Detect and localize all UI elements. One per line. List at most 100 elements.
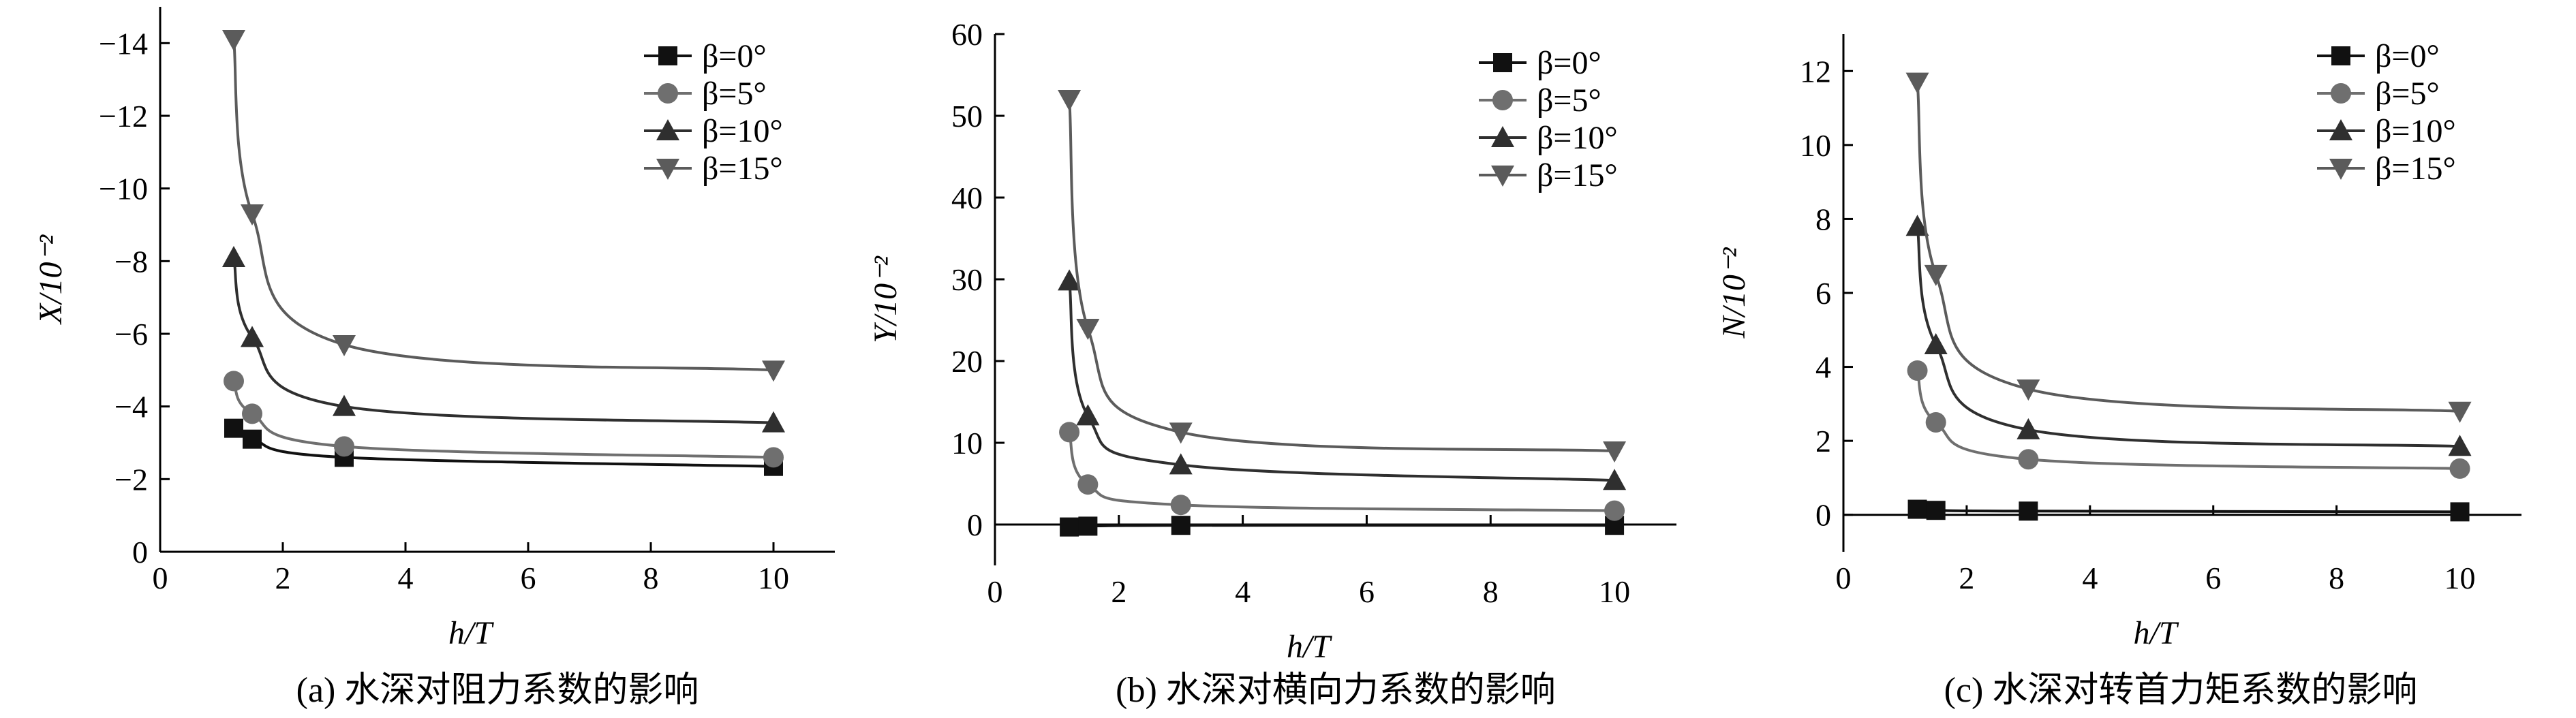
data-point: [2019, 501, 2038, 521]
x-tick-label: 0: [1836, 561, 1852, 595]
data-point: [2449, 458, 2470, 479]
chart-caption: (a) 水深对阻力系数的影响: [296, 671, 699, 710]
data-point: [1603, 441, 1627, 463]
legend-label: β=5°: [702, 76, 767, 112]
data-point: [1907, 499, 1927, 519]
x-axis-title: h/T: [1287, 629, 1332, 665]
x-tick-label: 10: [758, 561, 789, 595]
data-point: [1076, 404, 1100, 426]
x-tick-label: 8: [643, 561, 659, 595]
data-point: [2448, 435, 2472, 456]
legend-label: β=15°: [2375, 151, 2456, 187]
y-tick-label: −8: [114, 244, 148, 279]
legend-marker: [658, 83, 678, 104]
data-point: [1926, 501, 1946, 520]
chart-b: 0 2 4 6 8 10 0 10 20 30 40 50 60 h/T Y/10⁻² (b) 水深对横向力系…: [868, 17, 1676, 710]
x-tick-label: 2: [1111, 574, 1126, 609]
series-line: [1916, 225, 2460, 448]
legend-label: β=10°: [2375, 113, 2456, 149]
series-line: [232, 426, 774, 468]
legend-label: β=15°: [702, 151, 783, 187]
legend-label: β=5°: [1537, 82, 1601, 119]
data-point: [1170, 495, 1191, 516]
y-tick-label: 20: [951, 344, 983, 379]
chart-a: 0 2 4 6 8 10 0 −2 −4 −6 −8 −10 −12 −14 h/T X/10⁻² (a) 水深…: [33, 7, 835, 710]
series-line: [1917, 508, 2460, 514]
data-point: [222, 30, 245, 51]
y-tick-label: 50: [951, 99, 983, 134]
data-point: [1907, 360, 1928, 381]
series-line: [1068, 431, 1615, 512]
data-point: [1924, 333, 1948, 354]
y-tick-label: 2: [1815, 424, 1831, 458]
y-tick-label: −10: [99, 172, 148, 206]
data-point: [2017, 418, 2040, 439]
data-point: [1059, 422, 1080, 443]
legend-marker: [2331, 83, 2351, 104]
x-tick-label: 6: [521, 561, 536, 595]
data-point: [241, 326, 264, 347]
data-point: [333, 335, 356, 356]
y-tick-label: −12: [99, 99, 148, 134]
legend-marker: [658, 46, 677, 65]
data-point: [2448, 401, 2472, 423]
series-line: [232, 39, 774, 372]
legend-label: β=10°: [1537, 120, 1618, 156]
x-tick-label: 2: [1959, 561, 1974, 595]
data-point: [1603, 469, 1627, 490]
x-tick-label: 10: [1599, 574, 1630, 609]
data-point: [2450, 502, 2470, 522]
x-tick-label: 0: [153, 561, 168, 595]
data-point: [1078, 516, 1098, 536]
y-tick-label: −14: [99, 26, 148, 61]
legend-marker: [2329, 119, 2352, 140]
data-point: [1604, 500, 1625, 521]
chart-caption: (b) 水深对横向力系数的影响: [1116, 671, 1556, 710]
y-axis-title: Y/10⁻²: [868, 255, 904, 343]
x-tick-label: 0: [987, 574, 1003, 609]
legend-label: β=0°: [1537, 45, 1601, 81]
data-point: [1060, 517, 1079, 537]
series-line: [232, 380, 774, 459]
data-point: [1905, 215, 1929, 236]
data-point: [242, 403, 262, 424]
x-axis-title: h/T: [448, 615, 494, 651]
x-tick-label: 8: [1483, 574, 1499, 609]
data-point: [1169, 453, 1193, 475]
x-tick-label: 4: [2082, 561, 2098, 595]
data-point: [222, 246, 245, 267]
data-point: [1905, 72, 1929, 94]
data-point: [762, 360, 785, 382]
data-point: [1924, 264, 1948, 286]
x-tick-label: 4: [1235, 574, 1251, 609]
y-tick-label: 12: [1800, 54, 1831, 89]
y-tick-label: 60: [951, 17, 983, 52]
y-tick-label: 6: [1815, 276, 1831, 311]
x-tick-label: 10: [2444, 561, 2476, 595]
legend-label: β=5°: [2375, 76, 2440, 112]
x-tick-label: 6: [1359, 574, 1375, 609]
y-tick-label: 4: [1815, 350, 1831, 385]
series-line: [1916, 82, 2460, 413]
data-point: [241, 204, 264, 225]
chart-caption: (c) 水深对转首力矩系数的影响: [1944, 671, 2418, 710]
y-tick-label: 10: [1800, 128, 1831, 163]
legend-label: β=10°: [702, 113, 783, 149]
x-tick-label: 4: [398, 561, 414, 595]
data-point: [333, 394, 356, 416]
legend-marker: [1492, 90, 1513, 110]
data-point: [2017, 379, 2040, 401]
y-tick-label: 0: [967, 508, 983, 542]
data-point: [334, 436, 354, 457]
series-line: [1069, 524, 1615, 529]
data-point: [224, 371, 244, 392]
data-point: [2018, 449, 2039, 470]
legend-marker: [1491, 126, 1514, 147]
data-point: [243, 429, 262, 449]
data-point: [763, 447, 784, 468]
data-point: [1925, 412, 1946, 433]
y-tick-label: 30: [951, 262, 983, 297]
legend-marker: [656, 159, 679, 180]
y-tick-label: −2: [114, 462, 148, 497]
